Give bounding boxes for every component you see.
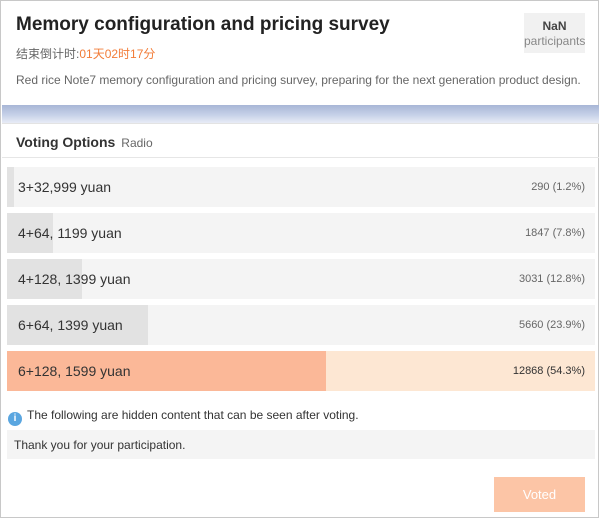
survey-description: Red rice Note7 memory configuration and … [16,73,581,87]
voted-button[interactable]: Voted [494,477,585,512]
vote-option-fill [7,351,327,391]
info-icon: i [8,412,22,426]
vote-option-count: 1847 (7.8%) [525,227,585,239]
hidden-content-box: Thank you for your participation. [7,430,595,459]
voting-options-title: Voting Options [16,134,116,150]
vote-option-fill [7,259,83,299]
vote-option-selected[interactable]: 6+128, 1599 yuan 12868 (54.3%) [7,351,595,391]
vote-option[interactable]: 6+64, 1399 yuan 5660 (23.9%) [7,305,595,345]
vote-option-label: 6+64, 1399 yuan [18,317,123,333]
vote-option-fill [7,213,53,253]
countdown-value: 01天02时17分 [79,47,156,61]
options-divider [2,157,599,158]
participants-count: NaN [542,19,567,33]
hidden-content-notice: i The following are hidden content that c… [8,408,359,426]
hidden-content-text: Thank you for your participation. [14,438,186,452]
countdown-label: 结束倒计时: [16,47,80,61]
vote-option-fill [7,167,15,207]
vote-option[interactable]: 3+32,999 yuan 290 (1.2%) [7,167,595,207]
vote-option-fill [7,305,148,345]
participants-badge: NaN participants [524,13,585,53]
voting-type: Radio [121,136,153,150]
countdown: 结束倒计时:01天02时17分 [16,45,155,62]
hidden-notice-text: The following are hidden content that ca… [27,408,359,422]
vote-option-label: 4+128, 1399 yuan [18,271,131,287]
vote-option-label: 6+128, 1599 yuan [18,363,131,379]
vote-option-count: 3031 (12.8%) [518,273,585,285]
survey-title: Memory configuration and pricing survey [16,14,390,35]
vote-option-count: 290 (1.2%) [531,181,585,193]
banner-divider [2,123,599,124]
vote-option-count: 12868 (54.3%) [512,365,585,377]
vote-option[interactable]: 4+128, 1399 yuan 3031 (12.8%) [7,259,595,299]
vote-option-count: 5660 (23.9%) [518,319,585,331]
vote-option-label: 3+32,999 yuan [18,179,112,195]
participants-label: participants [524,34,586,48]
vote-option-label: 4+64, 1199 yuan [18,225,122,241]
voting-options-header: Voting Options Radio [16,134,153,150]
vote-option[interactable]: 4+64, 1199 yuan 1847 (7.8%) [7,213,595,253]
banner-image [2,105,599,123]
